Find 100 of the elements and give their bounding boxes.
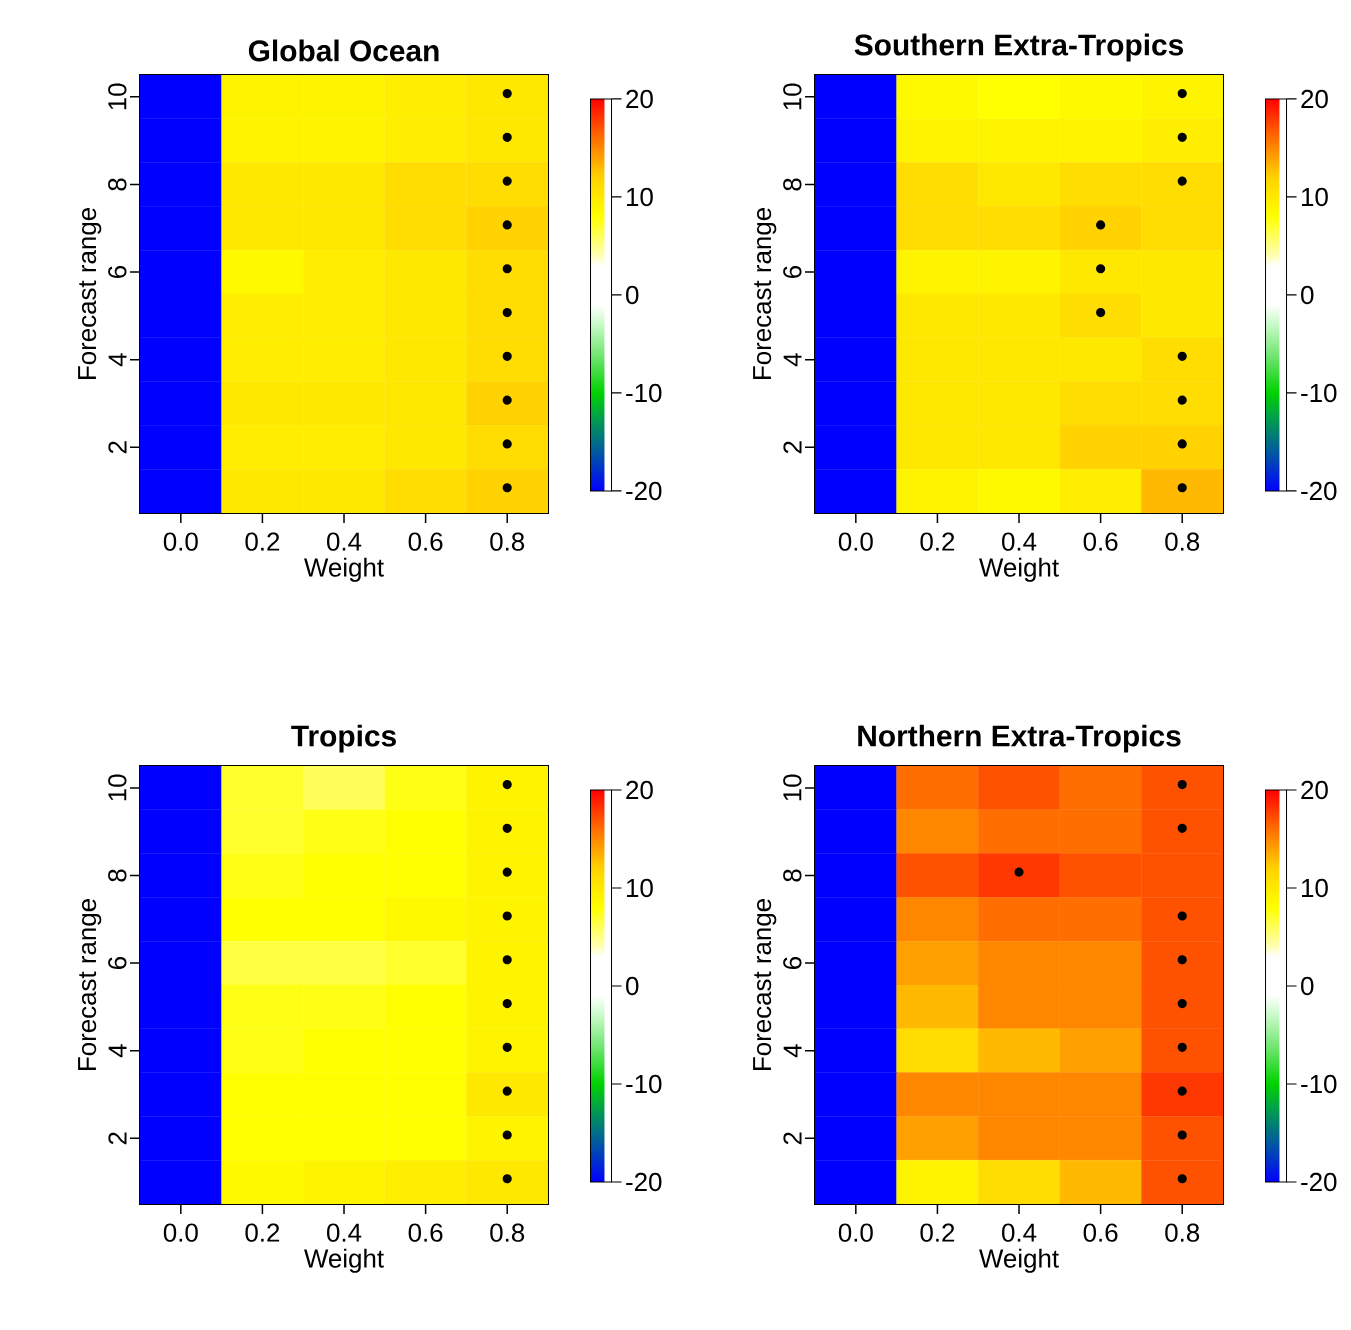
data-label: • [1177,779,1187,790]
color-bar-label: -10 [626,1074,662,1094]
y-tick-label: 10 [783,774,802,801]
data-label: • [502,955,512,965]
color-bar-label: -20 [626,1172,662,1192]
color-bar-label: 20 [626,89,653,109]
data-label: • [502,176,512,186]
x-tick-label: 0.4 [1002,532,1037,551]
data-label: • [1177,439,1187,449]
data-label: • [502,1130,512,1140]
color-bar-label: 10 [1302,187,1328,207]
data-label: • [1177,1086,1187,1096]
x-tick-label: 0.6 [1083,532,1118,551]
data-label: • [1014,867,1024,877]
data-label: • [502,1174,512,1184]
color-bar-label: -20 [1301,1172,1337,1192]
y-tick-label: 8 [108,178,127,191]
y-tick-label: 6 [783,957,802,969]
y-tick-label: 2 [783,1132,802,1145]
x-tick-label: 0.6 [408,532,443,551]
x-tick-label: 0.2 [920,1223,955,1242]
color-bar-label: 20 [1301,780,1328,800]
data-label: • [1177,132,1187,142]
data-label: • [502,351,512,361]
data-label: • [1177,955,1187,965]
y-axis-title: Forecast range [753,208,777,379]
color-bar-label: 20 [626,780,653,800]
data-label: • [502,264,512,274]
y-axis-title: Forecast range [78,208,102,379]
y-tick-label: 6 [783,266,802,278]
data-label: • [1177,483,1187,493]
y-tick-label: 10 [108,774,127,801]
y-tick-label: 6 [108,957,127,969]
data-label: • [502,220,512,230]
y-tick-label: 4 [783,1044,802,1058]
chart-title: Southern Extra-Tropics [854,33,1184,62]
y-tick-label: 4 [108,1044,127,1058]
color-bar-label: 0 [1301,285,1314,305]
y-tick-label: 6 [108,266,127,278]
color-bar-label: -20 [1301,481,1337,501]
data-label: • [502,88,512,99]
data-label: • [502,395,512,405]
color-bar-label: 0 [1301,976,1314,996]
data-label: • [502,823,512,833]
data-label: • [1177,911,1187,921]
data-label: • [1177,823,1187,833]
y-axis-title: Forecast range [78,899,102,1070]
data-label: • [502,439,512,449]
x-tick-label: 0.4 [327,1223,362,1242]
y-tick-label: 2 [783,441,802,454]
color-bar-label: -20 [626,481,662,501]
x-tick-label: 0.4 [327,532,362,551]
x-tick-label: 0.8 [490,532,525,551]
x-tick-label: 0.6 [408,1223,443,1242]
x-tick-label: 0.8 [1165,532,1200,551]
data-label: • [502,867,512,877]
y-tick-label: 10 [783,83,802,110]
data-label: • [1096,264,1106,274]
data-label: • [1177,1042,1187,1052]
y-tick-label: 4 [783,353,802,367]
y-tick-label: 4 [108,353,127,367]
x-tick-label: 0.4 [1002,1223,1037,1242]
y-axis-title: Forecast range [753,899,777,1070]
data-label: • [502,132,512,142]
x-tick-label: 0.0 [163,532,198,551]
x-tick-label: 0.6 [1083,1223,1118,1242]
data-label: • [1177,176,1187,186]
x-tick-label: 0.0 [163,1223,198,1242]
data-label: • [1177,1130,1187,1140]
data-label: • [502,779,512,790]
y-tick-label: 10 [108,83,127,110]
data-label: • [1177,1174,1187,1184]
x-axis-title: Weight [979,1248,1059,1273]
data-label: • [1177,395,1187,405]
x-tick-label: 0.2 [920,532,955,551]
x-tick-label: 0.0 [838,532,873,551]
x-tick-label: 0.8 [490,1223,525,1242]
y-tick-label: 2 [108,1132,127,1145]
data-label: • [1177,998,1187,1009]
color-bar-label: -10 [626,383,662,403]
x-tick-label: 0.8 [1165,1223,1200,1242]
x-axis-title: Weight [304,1248,384,1273]
y-tick-label: 2 [108,441,127,454]
data-label: • [502,998,512,1009]
color-bar-label: 20 [1301,89,1328,109]
x-tick-label: 0.2 [245,1223,280,1242]
data-label: • [1096,307,1106,318]
x-tick-label: 0.2 [245,532,280,551]
color-bar-label: 10 [627,878,653,898]
color-bar-label: -10 [1301,383,1337,403]
x-tick-label: 0.0 [838,1223,873,1242]
chart-title: Northern Extra-Tropics [858,724,1181,753]
color-bar-label: 10 [1302,878,1328,898]
x-axis-title: Weight [979,557,1059,582]
data-label: • [1177,351,1187,361]
data-label: • [1096,220,1106,230]
x-axis-title: Weight [304,557,384,582]
color-bar-label: 10 [627,187,653,207]
data-label: • [502,307,512,318]
color-bar-label: 0 [626,976,639,996]
